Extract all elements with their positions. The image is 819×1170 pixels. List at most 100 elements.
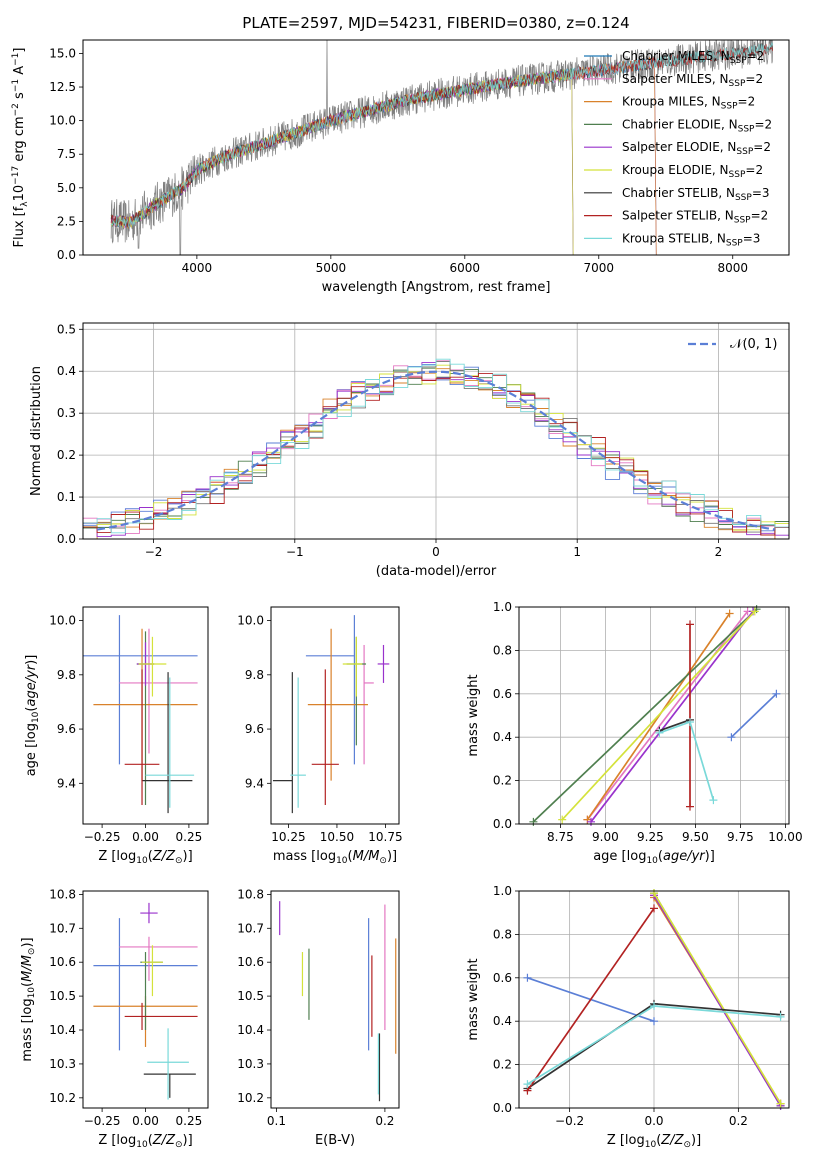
x-tick-label: 9.75 xyxy=(727,830,754,844)
y-tick-label: 0.8 xyxy=(493,643,512,657)
spectrum-model-line xyxy=(110,68,574,255)
weight-series-line xyxy=(730,693,777,738)
plot-area xyxy=(279,901,397,1102)
y-tick-label: 0.2 xyxy=(493,1058,512,1072)
x-tick-label: 0.2 xyxy=(375,1114,394,1128)
weight-vs-age-panel: 8.75 9.00 9.25 9.50 9.75 10.00 0.0 0.2 0.4 0.6 0.8… xyxy=(466,600,803,866)
x-tick-label: 0.00 xyxy=(132,1114,159,1128)
weight-point-marker xyxy=(650,1002,658,1011)
y-tick-label: 1.0 xyxy=(493,600,512,614)
y-tick-label: 10.0 xyxy=(49,114,76,128)
y-tick-label: 0.1 xyxy=(57,490,76,504)
weight-point-marker xyxy=(772,689,781,698)
y-tick-label: 9.6 xyxy=(57,722,76,736)
mass-vs-Z-panel: −0.25 0.00 0.25 10.2 10.3 10.4 10.5 10.6 10.7 10.… xyxy=(20,887,209,1150)
legend-label: Salpeter ELODIE, NSSP=2 xyxy=(622,140,771,157)
y-axis-label: age [log10(age/yr)] xyxy=(24,655,41,777)
y-tick-label: 10.5 xyxy=(237,989,264,1003)
y-axis-label: mass weight xyxy=(466,958,481,1040)
y-tick-label: 0.4 xyxy=(493,730,512,744)
y-tick-label: 10.6 xyxy=(49,955,76,969)
x-tick-label: 10.75 xyxy=(368,830,402,844)
legend-label: Salpeter STELIB, NSSP=2 xyxy=(622,209,768,226)
x-tick-label: 0.0 xyxy=(644,1114,663,1128)
plot-area xyxy=(272,615,390,814)
weight-series-line xyxy=(526,907,655,1092)
legend-label: Salpeter MILES, NSSP=2 xyxy=(622,72,763,89)
spectrum-panel: 4000 5000 6000 7000 8000 0.0 2.5 5.0 7.5 10.0 12.5… xyxy=(11,39,790,295)
y-tick-label: 10.2 xyxy=(49,1091,76,1105)
weight-series-line xyxy=(659,718,691,732)
weight-series-line xyxy=(586,610,749,821)
x-tick-label: 9.00 xyxy=(592,830,619,844)
axes-frame xyxy=(518,606,790,825)
y-tick-label: 10.8 xyxy=(237,887,264,901)
weight-point-marker xyxy=(686,620,694,629)
legend-label: Chabrier MILES, NSSP=2 xyxy=(622,49,764,66)
y-tick-label: 10.7 xyxy=(237,921,264,935)
weight-point-marker xyxy=(686,718,694,727)
weight-point-marker xyxy=(523,973,532,982)
weight-series-line xyxy=(653,894,782,1107)
plot-area xyxy=(83,615,198,814)
weight-point-marker xyxy=(650,889,658,898)
y-tick-label: 0.5 xyxy=(57,322,76,336)
axes-frame xyxy=(270,890,400,1109)
weight-point-marker xyxy=(709,796,718,805)
y-tick-label: 0.8 xyxy=(493,927,512,941)
figure-title: PLATE=2597, MJD=54231, FIBERID=0380, z=0… xyxy=(242,14,629,32)
x-tick-label: 9.50 xyxy=(682,830,709,844)
y-tick-label: 9.4 xyxy=(57,776,76,790)
x-tick-label: 0.25 xyxy=(176,1114,203,1128)
y-tick-label: 2.5 xyxy=(57,214,76,228)
y-tick-label: 0.0 xyxy=(493,1101,512,1115)
spectrum-legend: Chabrier MILES, NSSP=2 Salpeter MILES, NS… xyxy=(584,49,772,248)
y-tick-label: 1.0 xyxy=(493,884,512,898)
y-tick-label: 0.3 xyxy=(57,406,76,420)
x-axis-label: age [log10(age/yr)] xyxy=(593,849,715,866)
x-tick-label: 0.2 xyxy=(729,1114,748,1128)
x-tick-label: −1 xyxy=(286,545,304,559)
y-tick-label: 0.4 xyxy=(57,364,76,378)
age-vs-Z-panel: −0.25 0.00 0.25 9.4 9.6 9.8 10.0 Z [log10(Z/Z⊙)… xyxy=(24,606,209,866)
axes-frame xyxy=(82,39,790,256)
weight-point-marker xyxy=(523,1080,532,1089)
y-axis-label: Flux [fλ10−17 erg cm−2 s−1 A−1] xyxy=(11,48,30,248)
x-axis-label: Z [log10(Z/Z⊙)] xyxy=(98,849,192,866)
weight-point-marker xyxy=(655,728,664,737)
y-tick-label: 10.3 xyxy=(237,1057,264,1071)
y-tick-label: 9.8 xyxy=(57,668,76,682)
legend-label: Kroupa STELIB, NSSP=3 xyxy=(622,231,760,248)
residuals-plot-area xyxy=(83,358,789,539)
y-tick-label: 10.4 xyxy=(237,1023,264,1037)
weight-point-marker xyxy=(776,1099,785,1108)
y-tick-label: 0.2 xyxy=(493,774,512,788)
y-tick-label: 0.4 xyxy=(493,1014,512,1028)
weight-series-line xyxy=(590,610,754,823)
x-axis-label: E(B-V) xyxy=(315,1133,355,1148)
y-tick-label: 0.6 xyxy=(493,971,512,985)
y-tick-label: 10.0 xyxy=(237,614,264,628)
y-tick-label: 10.3 xyxy=(49,1057,76,1071)
spectrum-plot-area xyxy=(110,40,774,255)
weight-point-marker xyxy=(558,815,567,824)
y-tick-label: 0.2 xyxy=(57,448,76,462)
weight-point-marker xyxy=(650,1017,658,1026)
y-tick-label: 0.0 xyxy=(493,817,512,831)
y-axis-label: Normed distribution xyxy=(29,366,44,496)
weight-point-marker xyxy=(727,733,736,742)
x-tick-label: 8000 xyxy=(717,261,748,275)
x-tick-label: 10.00 xyxy=(768,830,802,844)
x-tick-label: −0.2 xyxy=(555,1114,584,1128)
weight-series-line xyxy=(659,720,715,801)
legend-label: Chabrier ELODIE, NSSP=2 xyxy=(622,117,772,134)
weight-point-marker xyxy=(686,802,694,811)
x-tick-label: −2 xyxy=(145,545,163,559)
x-tick-label: 0.25 xyxy=(176,830,203,844)
spectrum-model-line xyxy=(110,69,574,255)
y-tick-label: 10.8 xyxy=(49,887,76,901)
x-tick-label: 10.50 xyxy=(320,830,354,844)
x-tick-label: 4000 xyxy=(182,261,213,275)
y-axis-label: mass weight xyxy=(466,674,481,756)
y-tick-label: 10.0 xyxy=(49,614,76,628)
